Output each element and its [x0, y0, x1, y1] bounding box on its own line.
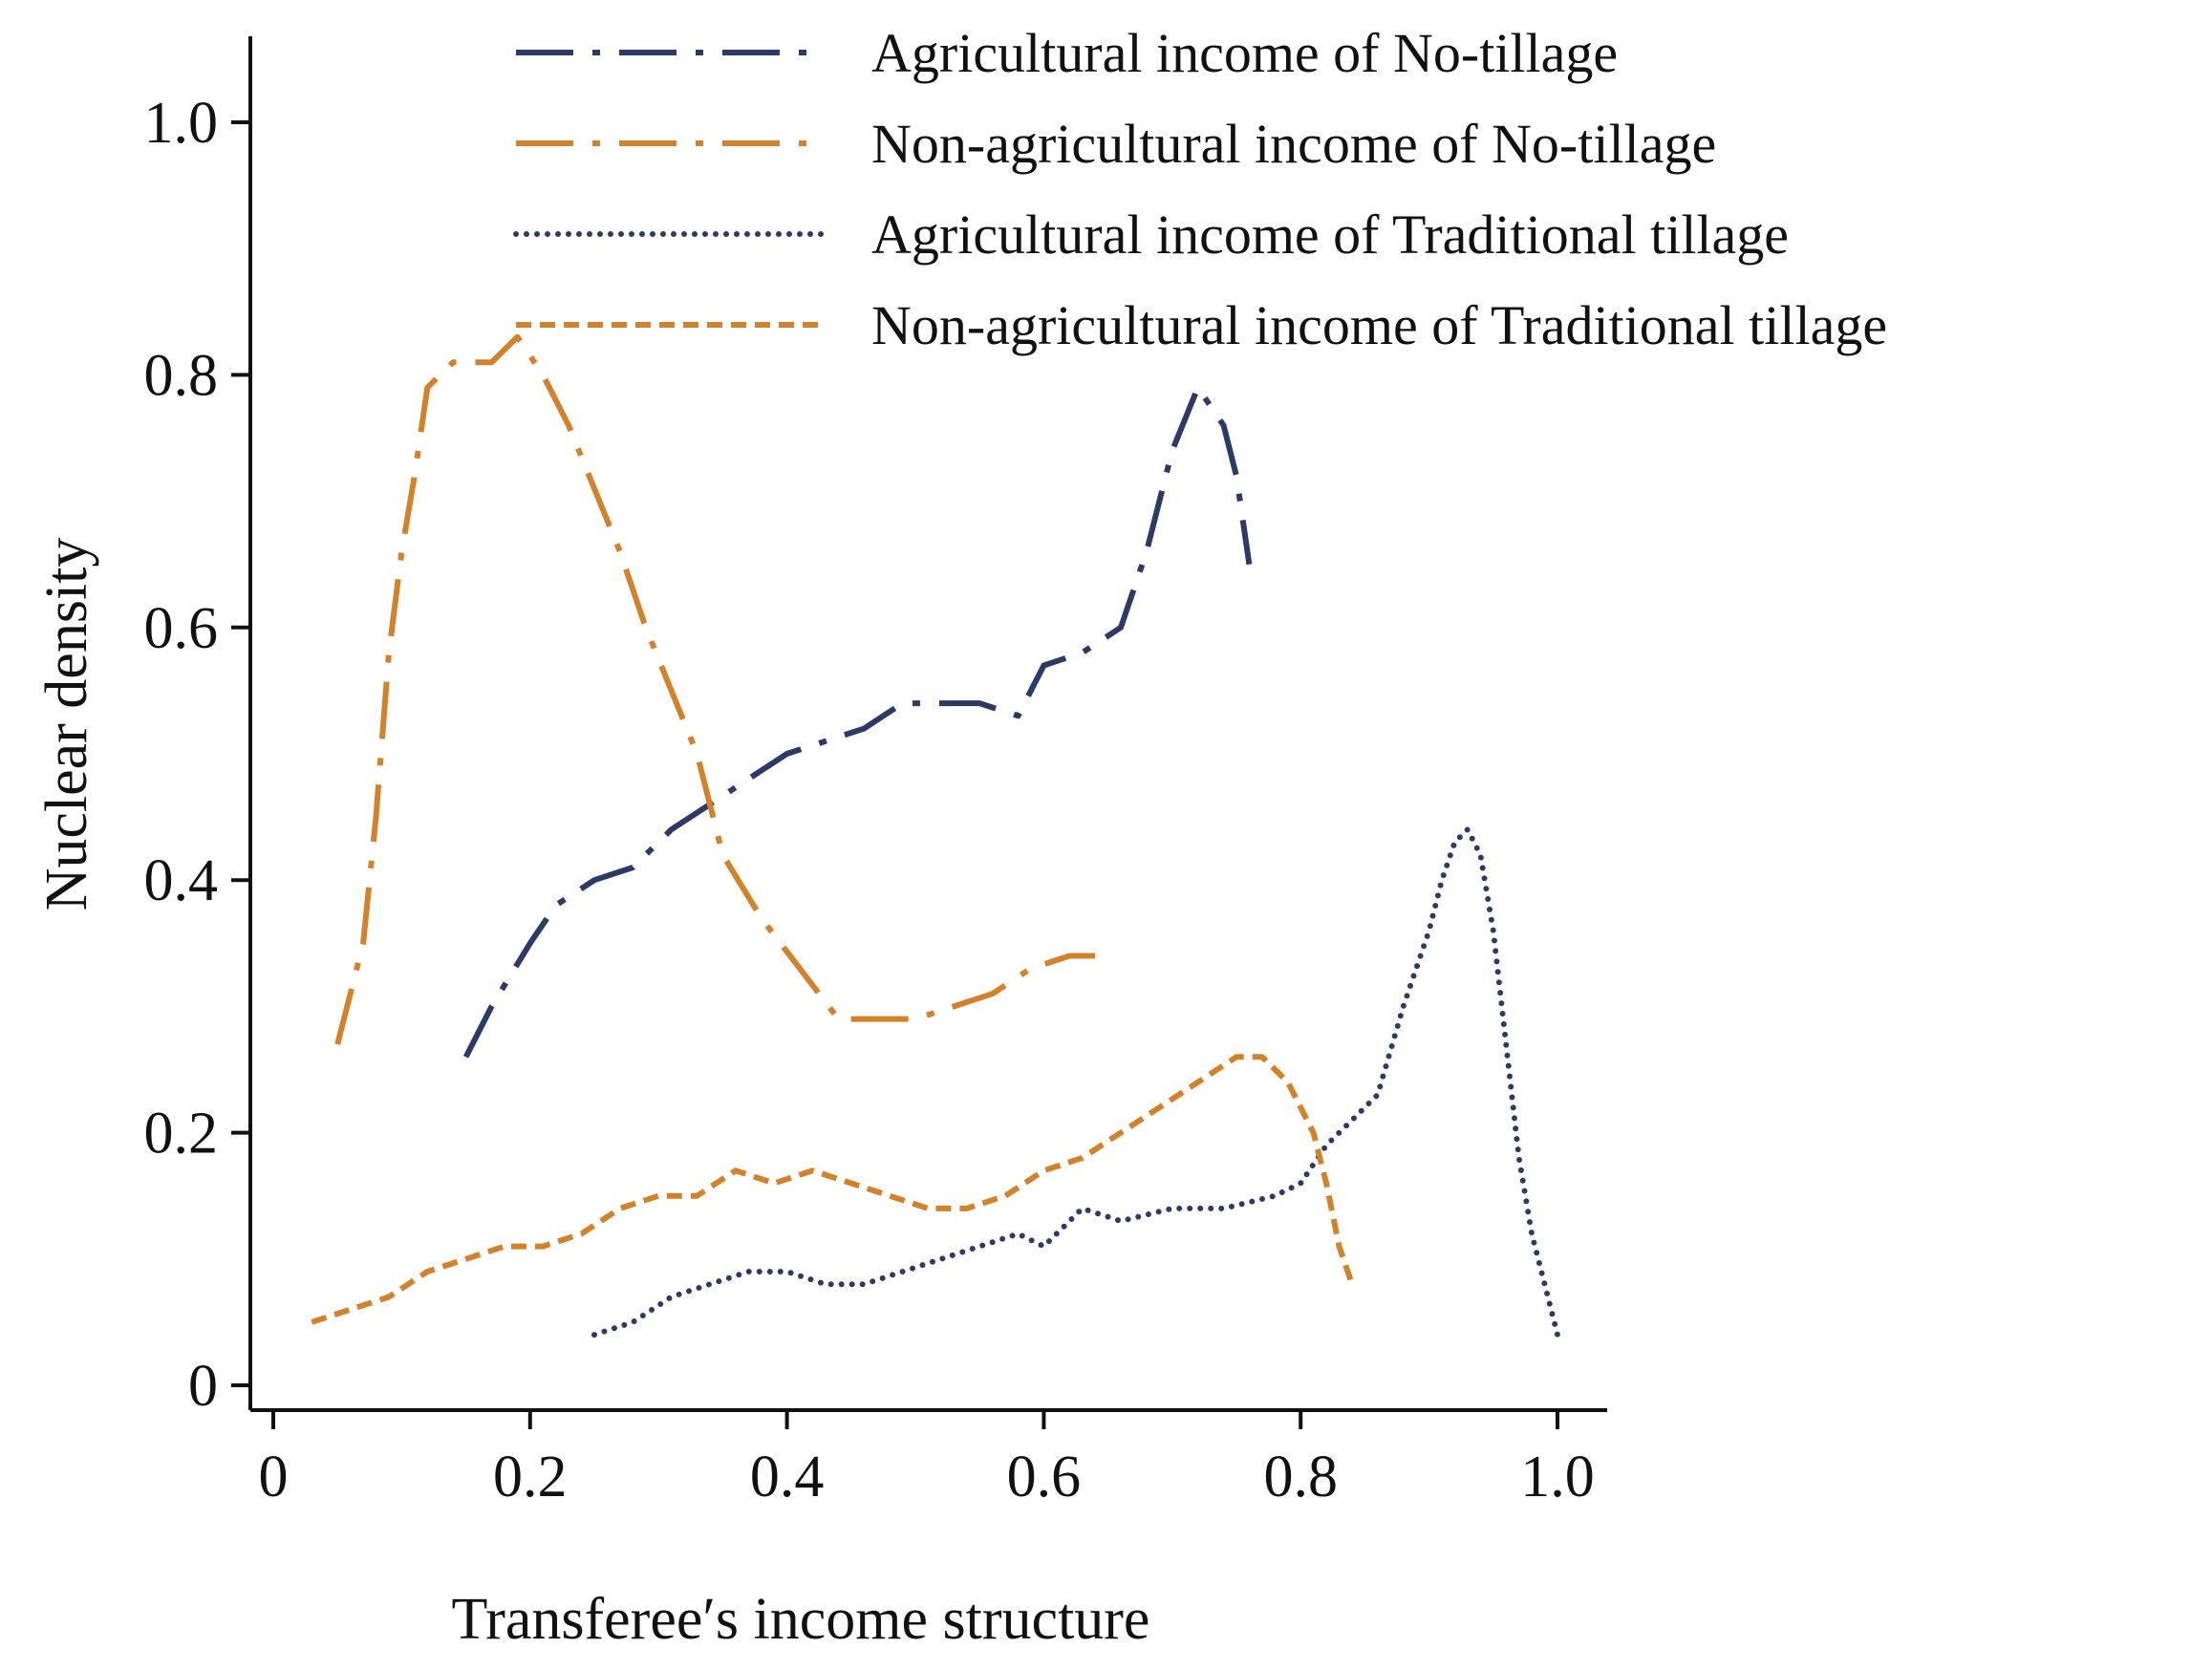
- x-tick-label: 1.0: [1520, 1445, 1595, 1509]
- y-axis-title: Nuclear density: [34, 538, 99, 911]
- series-line-1: [462, 384, 1253, 1059]
- y-tick-label: 0.6: [144, 596, 219, 661]
- axis-ticks: 0 0.2 0.4 0.6 0.8 1.0 0 0.2 0.4 0.6 0.8 1.0: [144, 91, 1595, 1509]
- series-line-4: [311, 1054, 1355, 1325]
- y-tick-label: 0.2: [144, 1102, 219, 1167]
- series-lines: [311, 333, 1560, 1338]
- legend-label: Non-agricultural income of Traditional t…: [871, 294, 1887, 356]
- y-tick-label: 0: [188, 1354, 218, 1419]
- legend-item: Non-agricultural income of No-tillage: [516, 113, 1716, 175]
- x-tick-label: 0.2: [493, 1445, 568, 1509]
- y-tick-label: 0.8: [144, 343, 219, 408]
- x-tick-label: 0.6: [1007, 1445, 1082, 1509]
- axes: [248, 36, 1607, 1412]
- legend: Agricultural income of No-tillage Non-agr…: [513, 22, 1887, 356]
- legend-label: Non-agricultural income of No-tillage: [871, 113, 1716, 175]
- series-line-3: [591, 826, 1560, 1338]
- x-axis-title: Transferee′s income structure: [452, 1587, 1150, 1652]
- x-tick-label: 0: [259, 1445, 289, 1509]
- legend-item: Agricultural income of Traditional tilla…: [513, 203, 1789, 266]
- y-tick-label: 1.0: [144, 91, 219, 156]
- legend-label: Agricultural income of No-tillage: [871, 22, 1618, 84]
- legend-item: Non-agricultural income of Traditional t…: [516, 294, 1887, 356]
- legend-item: Agricultural income of No-tillage: [516, 22, 1618, 84]
- legend-label: Agricultural income of Traditional tilla…: [871, 203, 1789, 266]
- x-tick-label: 0.8: [1263, 1445, 1338, 1509]
- x-tick-label: 0.4: [750, 1445, 825, 1509]
- series-line-2: [334, 333, 1096, 1045]
- y-tick-label: 0.4: [144, 848, 219, 913]
